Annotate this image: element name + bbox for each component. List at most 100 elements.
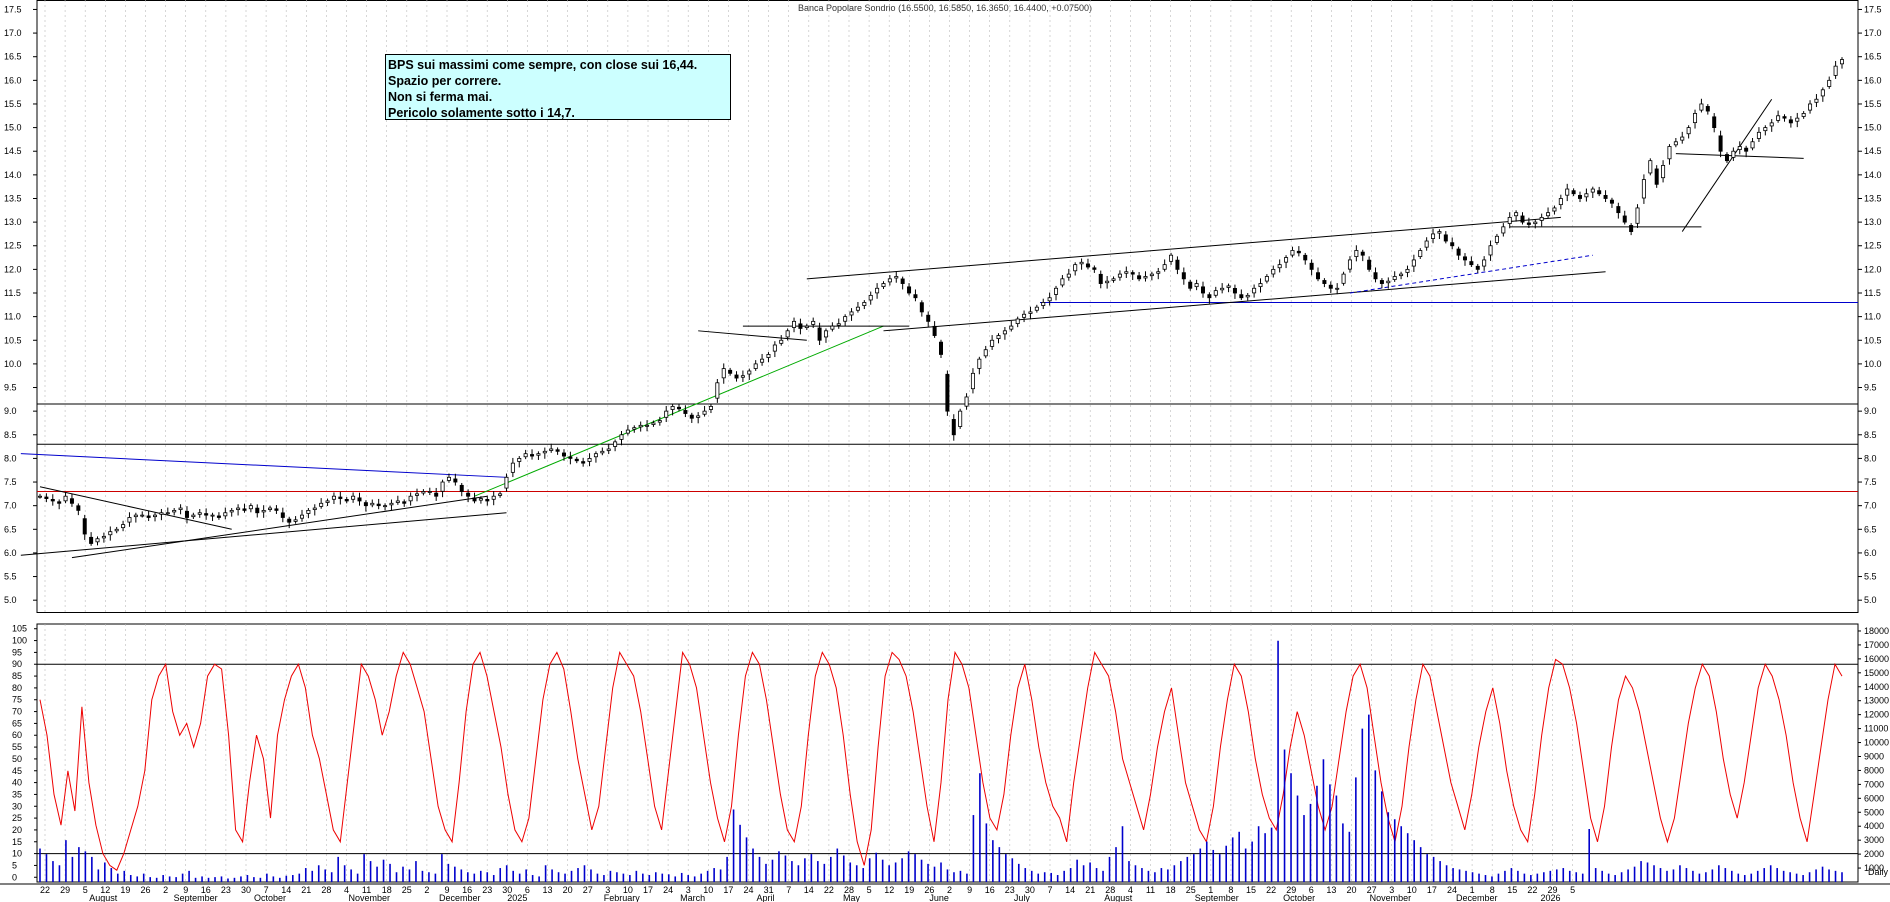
- x-tick-label: 26: [924, 885, 934, 895]
- y-tick-label-left: 14.5: [4, 146, 22, 156]
- candle-body: [677, 406, 682, 410]
- candle-body: [427, 491, 432, 493]
- x-tick-label: 19: [120, 885, 130, 895]
- resistance-line: [698, 330, 807, 341]
- x-tick-label: 14: [281, 885, 291, 895]
- candle-body: [1731, 150, 1736, 158]
- month-label: November: [349, 893, 391, 902]
- x-tick-label: 13: [1326, 885, 1336, 895]
- candle-body: [817, 327, 822, 341]
- candle-body: [855, 306, 860, 311]
- candle-body: [1360, 251, 1365, 256]
- candle-body: [402, 501, 407, 504]
- y-tick-label-left: 12.5: [4, 241, 22, 251]
- candle-body: [1693, 113, 1698, 124]
- lower-trend-line: [20, 512, 507, 556]
- candle-body: [1367, 259, 1372, 270]
- x-tick-label: 15: [1246, 885, 1256, 895]
- candle-body: [1117, 273, 1122, 278]
- candle-body: [491, 495, 496, 500]
- y-tick-label-left: 13.0: [4, 217, 22, 227]
- y-tick-label-right: 8.5: [1864, 430, 1877, 440]
- volume-tick-label: 3000: [1864, 835, 1884, 845]
- candle-body: [881, 283, 886, 288]
- candle-body: [210, 514, 215, 517]
- x-tick-label: 12: [100, 885, 110, 895]
- candle-body: [408, 495, 413, 502]
- candle-body: [600, 450, 605, 454]
- x-tick-label: 15: [1507, 885, 1517, 895]
- candle-body: [223, 512, 228, 517]
- candle-body: [1092, 267, 1097, 270]
- candle-body: [1820, 89, 1825, 97]
- x-tick-label: 4: [1128, 885, 1133, 895]
- x-tick-label: 10: [1407, 885, 1417, 895]
- candle-body: [1814, 98, 1819, 103]
- candle-body: [1105, 280, 1110, 284]
- candle-body: [1277, 264, 1282, 269]
- annotation-line-1: BPS sui massimi come sempre, con close s…: [388, 58, 698, 72]
- x-tick-label: 7: [786, 885, 791, 895]
- candle-body: [1475, 265, 1480, 270]
- candle-body: [683, 410, 688, 414]
- x-tick-label: 3: [686, 885, 691, 895]
- stoch-tick-label: 50: [12, 754, 22, 764]
- candle-body: [945, 373, 950, 412]
- x-tick-label: 5: [83, 885, 88, 895]
- candle-body: [165, 512, 170, 515]
- candle-body: [843, 316, 848, 322]
- candle-body: [44, 496, 49, 499]
- candle-body: [121, 524, 126, 529]
- candle-body: [485, 499, 490, 502]
- candle-body: [894, 276, 899, 279]
- x-tick-label: 10: [703, 885, 713, 895]
- candle-body: [38, 495, 43, 498]
- candle-body: [1028, 311, 1033, 314]
- candle-body: [1686, 127, 1691, 135]
- volume-tick-label: 12000: [1864, 710, 1889, 720]
- candle-body: [50, 499, 55, 502]
- candle-body: [363, 502, 368, 507]
- candle-body: [836, 323, 841, 326]
- candle-body: [542, 450, 547, 454]
- x-tick-label: 20: [563, 885, 573, 895]
- x-tick-label: 16: [462, 885, 472, 895]
- candle-body: [1290, 250, 1295, 256]
- x-tick-label: 23: [1005, 885, 1015, 895]
- x-tick-label: 29: [1547, 885, 1557, 895]
- candle-body: [823, 330, 828, 338]
- candle-body: [1712, 116, 1717, 128]
- y-tick-label-left: 15.0: [4, 123, 22, 133]
- candle-body: [1047, 297, 1052, 302]
- candle-body: [1507, 216, 1512, 224]
- candle-body: [1699, 103, 1704, 111]
- candle-body: [1169, 254, 1174, 262]
- stoch-tick-label: 40: [12, 778, 22, 788]
- candle-body: [1635, 207, 1640, 224]
- candle-body: [280, 512, 285, 518]
- candle-body: [555, 449, 560, 452]
- candle-body: [1066, 273, 1071, 278]
- candle-body: [1130, 272, 1135, 275]
- annotation-line-2: Spazio per correre.: [388, 74, 502, 88]
- candle-body: [440, 481, 445, 492]
- x-tick-label: 16: [201, 885, 211, 895]
- candle-body: [1833, 65, 1838, 76]
- x-tick-label: 30: [1025, 885, 1035, 895]
- candle-body: [1769, 122, 1774, 127]
- candle-body: [1424, 240, 1429, 248]
- month-label: May: [843, 893, 861, 902]
- y-tick-label-right: 7.0: [1864, 501, 1877, 511]
- candle-body: [1264, 276, 1269, 282]
- candle-body: [236, 507, 241, 510]
- candle-body: [1220, 287, 1225, 291]
- x-tick-label: 21: [1085, 885, 1095, 895]
- x-tick-label: 9: [183, 885, 188, 895]
- candle-body: [216, 515, 221, 518]
- stoch-tick-label: 55: [12, 742, 22, 752]
- candle-body: [178, 507, 183, 510]
- candle-body: [689, 414, 694, 419]
- annotation-line-3: Non si ferma mai.: [388, 90, 493, 104]
- triangle-lower-line: [71, 495, 488, 559]
- candle-body: [344, 499, 349, 502]
